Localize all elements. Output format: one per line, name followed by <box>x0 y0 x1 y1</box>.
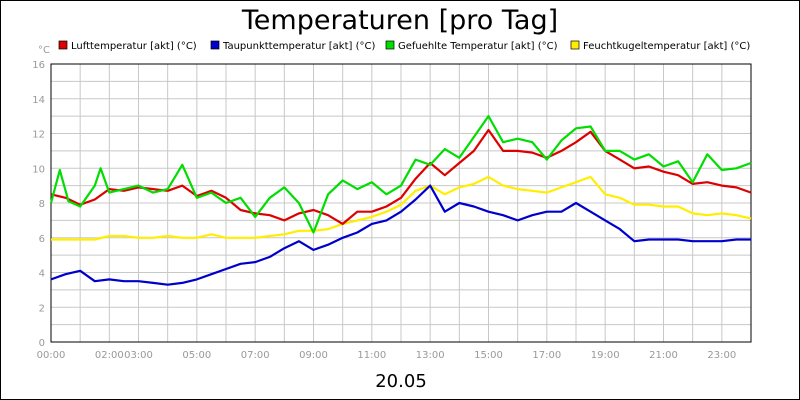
x-tick-label: 09:00 <box>299 350 328 361</box>
y-tick-label: 16 <box>32 60 45 71</box>
y-tick-label: 14 <box>32 95 45 106</box>
legend-label-0: Lufttemperatur [akt] (°C) <box>71 41 197 52</box>
series-line-2 <box>49 115 752 234</box>
x-tick-label: 21:00 <box>649 350 678 361</box>
x-axis-ticks: 00:00 02:00 03:00 05:00 07:00 09:00 11:00 13:00… <box>37 350 737 361</box>
legend-label-1: Taupunkttemperatur [akt] (°C) <box>222 41 375 52</box>
x-tick-label: 03:00 <box>124 350 153 361</box>
x-tick-label: 05:00 <box>182 350 211 361</box>
x-tick-label: 00:00 <box>37 350 66 361</box>
x-tick-label: 07:00 <box>241 350 270 361</box>
y-tick-label: 4 <box>39 269 45 280</box>
y-axis-ticks: 0 2 4 6 8 10 12 14 16 <box>32 60 45 349</box>
chart-title: Temperaturen [pro Tag] <box>241 5 558 36</box>
y-axis-unit: °C <box>38 45 50 56</box>
x-tick-label: 19:00 <box>591 350 620 361</box>
series-line-3 <box>51 175 752 241</box>
legend-swatch-0 <box>58 40 68 50</box>
y-tick-label: 0 <box>39 338 45 349</box>
series-line-0 <box>50 128 752 225</box>
legend: Lufttemperatur [akt] (°C) Taupunkttempera… <box>58 40 750 52</box>
x-tick-label: 17:00 <box>532 350 561 361</box>
y-tick-label: 6 <box>39 234 45 245</box>
x-tick-label: 23:00 <box>707 350 736 361</box>
legend-swatch-2 <box>385 40 395 50</box>
x-tick-label: 13:00 <box>416 350 445 361</box>
legend-label-3: Feuchtkugeltemperatur [akt] (°C) <box>583 41 750 52</box>
x-tick-label: 15:00 <box>474 350 503 361</box>
x-tick-label: 02:00 <box>95 350 124 361</box>
x-axis-date-label: 20.05 <box>375 371 427 392</box>
legend-swatch-3 <box>570 40 580 50</box>
y-tick-label: 12 <box>32 130 45 141</box>
x-tick-label: 11:00 <box>357 350 386 361</box>
y-tick-label: 2 <box>39 303 45 314</box>
legend-label-2: Gefuehlte Temperatur [akt] (°C) <box>398 41 558 52</box>
series-line-1 <box>50 184 751 286</box>
series-lines <box>49 115 752 286</box>
legend-swatch-1 <box>210 40 220 50</box>
grid-lines <box>51 64 751 342</box>
y-tick-label: 10 <box>32 164 45 175</box>
y-tick-label: 8 <box>39 199 45 210</box>
